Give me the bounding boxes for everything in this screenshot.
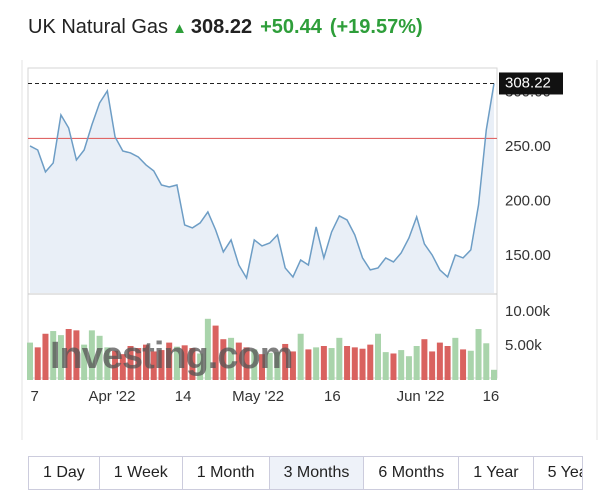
volume-bar (181, 345, 188, 380)
volume-bar (289, 351, 296, 380)
volume-bar (405, 356, 412, 380)
x-tick-label: 7 (30, 388, 38, 405)
volume-bar (297, 333, 304, 380)
y-tick-label: 5.00k (505, 337, 542, 354)
x-tick-label: 16 (483, 388, 500, 405)
volume-bar (220, 339, 227, 380)
volume-bar (50, 331, 57, 380)
volume-bar (429, 351, 436, 380)
x-tick-label: Jun '22 (397, 388, 445, 405)
price-line (29, 83, 495, 281)
x-tick-label: Apr '22 (88, 388, 135, 405)
range-selector: 1 Day 1 Week 1 Month 3 Months 6 Months 1 Year… (28, 456, 583, 490)
volume-bar (305, 349, 312, 380)
volume-bar (189, 348, 196, 380)
volume-bar (367, 344, 374, 380)
header: UK Natural Gas ▲ 308.22 +50.44 (+19.57%) (28, 16, 423, 39)
range-button[interactable]: 6 Months (364, 457, 460, 489)
volume-bar (452, 337, 459, 380)
volume-bar (104, 347, 111, 380)
volume-bar (467, 350, 474, 380)
instrument-title: UK Natural Gas (28, 16, 169, 38)
volume-bar (143, 344, 149, 380)
x-tick-label: 16 (324, 388, 341, 405)
volume-bar (413, 346, 420, 380)
volume-bar (282, 343, 289, 380)
volume-bar (81, 344, 88, 380)
price: 308.22 (190, 16, 253, 38)
range-button[interactable]: 1 Month (183, 457, 270, 489)
volume-bar (204, 318, 211, 380)
volume-bar (328, 348, 335, 380)
volume-bar (243, 347, 250, 380)
y-tick-label: 200.00 (505, 192, 551, 209)
y-tick-label: 10.00k (505, 303, 551, 320)
volume-bar (460, 349, 467, 380)
volume-bar (251, 349, 258, 380)
volume-bar (34, 347, 41, 380)
x-tick-label: 14 (175, 388, 192, 405)
volume-bar (390, 353, 397, 380)
volume-bar (197, 353, 204, 380)
volume-bar (166, 342, 173, 380)
volume-bar (150, 351, 157, 380)
volume-bar (274, 352, 281, 380)
volume-bar (398, 350, 405, 380)
volume-bar (212, 325, 219, 380)
up-arrow: ▲ (172, 20, 187, 37)
volume-bar (96, 335, 103, 380)
range-button[interactable]: 3 Months (269, 457, 365, 489)
volume-bar (444, 346, 451, 380)
volume-bar (336, 337, 343, 380)
y-tick-label: 150.00 (505, 247, 551, 264)
range-button[interactable]: 1 Year (459, 457, 534, 489)
volume-bar (65, 329, 72, 380)
volume-bar (351, 347, 358, 380)
last-price-label: 308.22 (505, 74, 551, 91)
volume-bar (475, 329, 482, 380)
y-tick-label: 250.00 (505, 138, 551, 155)
x-tick-label: May '22 (232, 388, 284, 405)
volume-bar (266, 352, 273, 380)
volume-bar (27, 342, 33, 380)
volume-bar (483, 343, 490, 380)
volume-bar (119, 354, 126, 380)
volume-bar (88, 330, 95, 380)
volume-bar (235, 342, 242, 380)
volume-bar (127, 346, 134, 380)
volume-bar (112, 350, 119, 380)
last-price-box (499, 72, 563, 95)
volume-bar (158, 350, 165, 380)
range-button[interactable]: 5 Years (534, 457, 582, 489)
volume-bar (320, 346, 327, 380)
volume-bar (228, 337, 235, 380)
volume-bar (135, 348, 142, 380)
volume-bar (375, 333, 381, 380)
volume-bar (382, 352, 389, 380)
volume-bar (491, 369, 497, 380)
volume-bar (57, 335, 64, 380)
change-percent: (+19.57%) (329, 16, 423, 38)
volume-bar (42, 333, 49, 380)
volume-bar (259, 354, 265, 380)
volume-bar (344, 346, 351, 380)
range-button[interactable]: 1 Day (29, 457, 100, 489)
volume-bar (173, 346, 180, 380)
change: +50.44 (260, 16, 322, 38)
volume-bar (73, 330, 80, 380)
price-area (30, 83, 494, 294)
volume-bar (421, 339, 428, 380)
volume-bar (313, 347, 320, 380)
volume-bar (359, 348, 366, 380)
range-button[interactable]: 1 Week (100, 457, 183, 489)
volume-bar (436, 342, 443, 380)
watermark: Investing.com (50, 335, 293, 377)
